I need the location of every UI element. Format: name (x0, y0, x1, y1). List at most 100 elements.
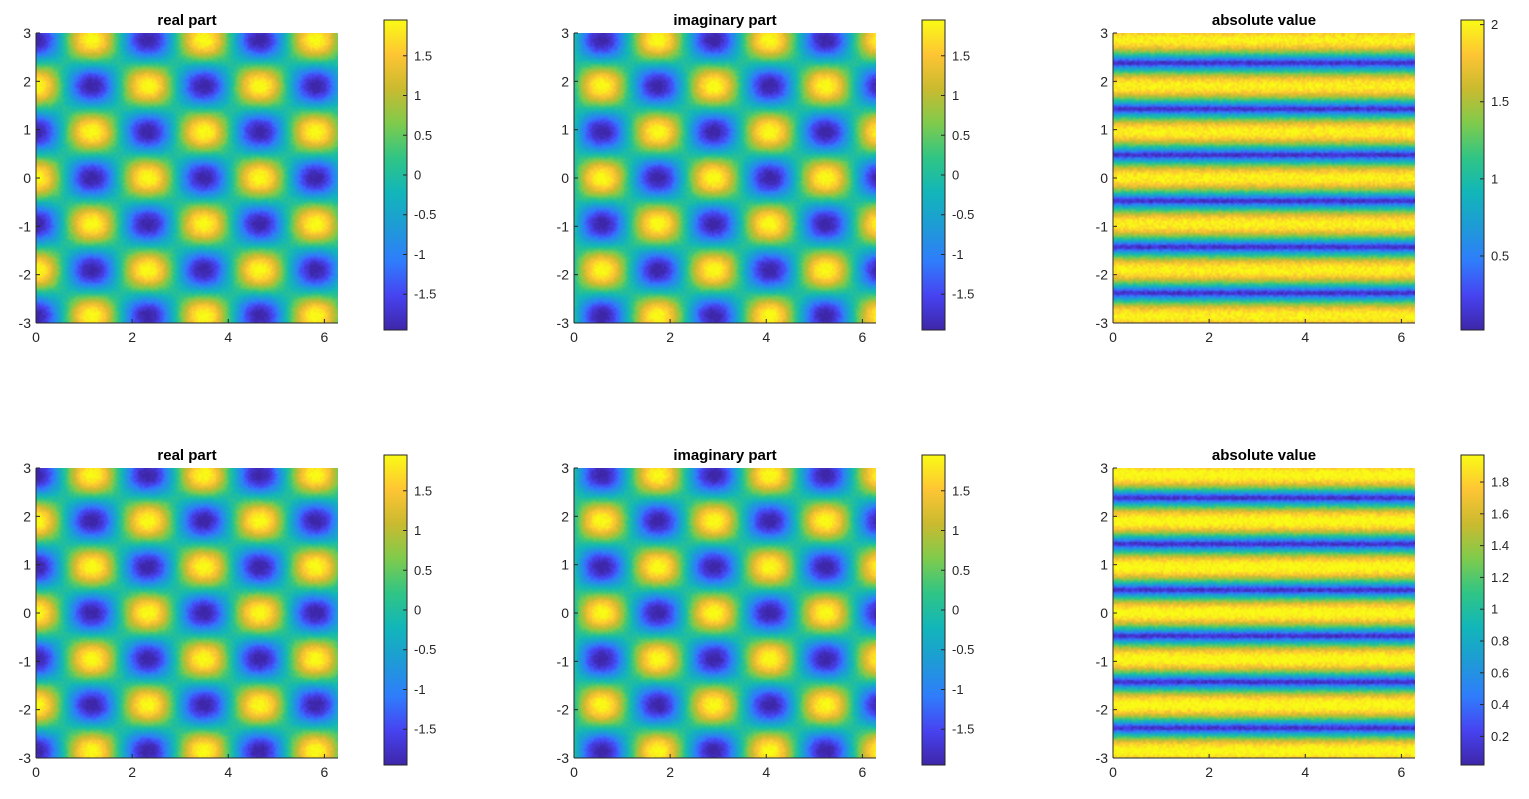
colorbar-tick-label: -1 (952, 247, 964, 262)
y-tick-label: 2 (561, 508, 569, 524)
colorbar-tick-label: 1.8 (1491, 475, 1509, 490)
heatmap-image (1113, 33, 1415, 323)
y-tick-label: 3 (1100, 25, 1108, 41)
y-tick-label: 0 (23, 170, 31, 186)
colorbar-tick-label: -1.5 (414, 722, 436, 737)
y-tick-label: -1 (1096, 653, 1109, 669)
panel-5: imaginary part 0 2 4 6 -3 -2 -1 0 1 2 3 -1.5 -1 -0.5 0 0… (557, 447, 975, 780)
colorbar-tick-label: 0.5 (952, 563, 970, 578)
y-tick-label: 1 (561, 122, 569, 138)
y-tick-label: -2 (1096, 702, 1109, 718)
y-tick-label: -1 (19, 653, 32, 669)
colorbar-tick-label: 0 (414, 603, 421, 618)
x-tick-label: 4 (762, 329, 770, 345)
panel-2: imaginary part 0 2 4 6 -3 -2 -1 0 1 2 3 -1.5 -1 -0.5 0 0… (557, 12, 975, 345)
colorbar-tick-label: -1.5 (414, 287, 436, 302)
colorbar-tick-label: -0.5 (414, 642, 436, 657)
colorbar-tick-label: -0.5 (952, 207, 974, 222)
y-tick-label: -3 (557, 315, 570, 331)
y-tick-label: -3 (1096, 750, 1109, 766)
colorbar-tick-label: -1 (414, 682, 426, 697)
colorbar-tick-label: 0 (952, 168, 959, 183)
x-tick-label: 4 (224, 329, 232, 345)
y-tick-label: 1 (1100, 122, 1108, 138)
colorbar-tick-label: 0.5 (414, 563, 432, 578)
x-tick-label: 6 (320, 764, 328, 780)
x-tick-label: 6 (320, 329, 328, 345)
heatmap-image (1113, 468, 1415, 758)
y-tick-label: 2 (23, 508, 31, 524)
x-tick-label: 0 (32, 764, 40, 780)
x-tick-label: 0 (1109, 764, 1117, 780)
y-tick-label: -2 (1096, 267, 1109, 283)
colorbar-tick-label: 1.5 (952, 48, 970, 63)
colorbar-tick-label: -1.5 (952, 287, 974, 302)
y-tick-label: 2 (1100, 508, 1108, 524)
colorbar-tick-label: 1.5 (1491, 94, 1509, 109)
plot-title: imaginary part (673, 12, 776, 29)
heatmap-image (36, 468, 338, 758)
x-tick-label: 4 (1301, 329, 1309, 345)
colorbar-tick-label: 0.6 (1491, 665, 1509, 680)
colorbar-tick-label: 0.5 (414, 128, 432, 143)
x-tick-label: 2 (1205, 329, 1213, 345)
colorbar (1460, 19, 1485, 331)
y-tick-label: 2 (1100, 73, 1108, 89)
y-tick-label: 1 (1100, 557, 1108, 573)
x-tick-label: 2 (1205, 764, 1213, 780)
colorbar-tick-label: 1 (1491, 171, 1498, 186)
x-tick-label: 6 (1397, 329, 1405, 345)
panel-6: absolute value 0 2 4 6 -3 -2 -1 0 1 2 3 0.2 0.4 0.6 0.8… (1096, 447, 1510, 780)
y-tick-label: -1 (557, 653, 570, 669)
y-tick-label: -3 (19, 750, 32, 766)
x-tick-label: 2 (666, 764, 674, 780)
colorbar-tick-label: 1.6 (1491, 506, 1509, 521)
y-tick-label: -1 (1096, 218, 1109, 234)
y-tick-label: 2 (561, 73, 569, 89)
colorbar-tick-label: 1.4 (1491, 538, 1509, 553)
colorbar-tick-label: 1.5 (414, 483, 432, 498)
x-tick-label: 6 (858, 764, 866, 780)
colorbar-tick-label: -1 (414, 247, 426, 262)
x-tick-label: 0 (570, 329, 578, 345)
x-tick-label: 6 (858, 329, 866, 345)
y-tick-label: 0 (561, 170, 569, 186)
colorbar-tick-label: 1.2 (1491, 570, 1509, 585)
y-tick-label: -3 (19, 315, 32, 331)
y-tick-label: 3 (1100, 460, 1108, 476)
y-tick-label: 3 (561, 25, 569, 41)
colorbar-tick-label: 1 (952, 523, 959, 538)
x-tick-label: 2 (666, 329, 674, 345)
y-tick-label: -3 (1096, 315, 1109, 331)
colorbar-tick-label: -1 (952, 682, 964, 697)
colorbar-tick-label: 1 (414, 523, 421, 538)
colorbar-tick-label: 1 (1491, 602, 1498, 617)
y-tick-label: 3 (23, 460, 31, 476)
y-tick-label: -1 (19, 218, 32, 234)
heatmap-image (574, 33, 876, 323)
colorbar-tick-label: -1.5 (952, 722, 974, 737)
y-tick-label: 3 (561, 460, 569, 476)
y-tick-label: 0 (1100, 605, 1108, 621)
colorbar-tick-label: -0.5 (952, 642, 974, 657)
x-tick-label: 2 (128, 329, 136, 345)
y-tick-label: 1 (23, 122, 31, 138)
y-tick-label: 0 (23, 605, 31, 621)
colorbar-tick-label: 0.2 (1491, 729, 1509, 744)
y-tick-label: -2 (557, 267, 570, 283)
x-tick-label: 0 (570, 764, 578, 780)
colorbar-tick-label: 1.5 (952, 483, 970, 498)
colorbar-tick-label: 1 (414, 88, 421, 103)
heatmap-image (574, 468, 876, 758)
panel-3: absolute value 0 2 4 6 -3 -2 -1 0 1 2 3 0.5 1 1.5 2 (1096, 12, 1510, 345)
plot-title: absolute value (1212, 12, 1316, 29)
heatmap-image (36, 33, 338, 323)
plot-title: real part (157, 12, 216, 29)
x-tick-label: 4 (1301, 764, 1309, 780)
panel-1: real part 0 2 4 6 -3 -2 -1 0 1 2 3 -1.5 -1 -0.5 0 0.5 1 1.… (19, 12, 437, 345)
colorbar-tick-label: 0 (952, 603, 959, 618)
colorbar-tick-label: 0.5 (952, 128, 970, 143)
plot-title: real part (157, 447, 216, 464)
x-tick-label: 4 (762, 764, 770, 780)
